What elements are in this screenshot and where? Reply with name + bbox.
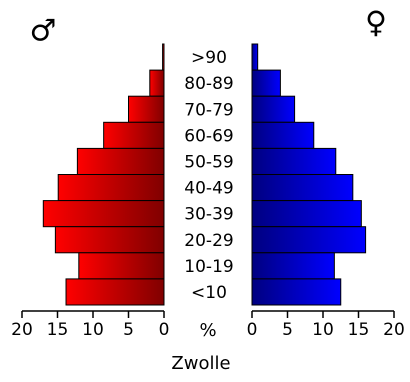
male-bar	[42, 200, 165, 228]
left-axis-tick-label: 10	[82, 320, 104, 340]
male-bar	[78, 252, 165, 280]
male-bar	[65, 278, 165, 306]
left-axis-tick-label: 15	[47, 320, 69, 340]
male-bar	[57, 174, 165, 202]
right-axis-tick-label: 20	[383, 320, 405, 340]
right-axis-tick-label: 15	[348, 320, 370, 340]
male-bar	[76, 147, 165, 175]
left-axis-tick-label: 5	[123, 320, 134, 340]
age-group-label: 30-39	[184, 205, 233, 225]
age-group-label: 70-79	[184, 100, 233, 120]
age-group-label: 20-29	[184, 231, 233, 251]
female-bar	[251, 95, 296, 123]
female-bar	[251, 226, 367, 254]
left-axis-tick-label: 20	[11, 320, 33, 340]
age-group-label: 80-89	[184, 74, 233, 94]
male-bar	[54, 226, 165, 254]
right-axis-tick-label: 0	[247, 320, 258, 340]
female-bar	[251, 200, 362, 228]
female-bar	[251, 252, 335, 280]
male-bar	[149, 69, 165, 97]
right-axis-tick-label: 5	[282, 320, 293, 340]
female-symbol-icon: ♀	[365, 6, 387, 41]
female-bar	[251, 69, 281, 97]
left-axis-tick-label: 0	[159, 320, 170, 340]
female-bar	[251, 278, 342, 306]
chart-title: Zwolle	[171, 353, 230, 374]
age-group-label: 60-69	[184, 126, 233, 146]
age-group-label: 40-49	[184, 179, 233, 199]
unit-label: %	[199, 320, 216, 341]
male-bar	[128, 95, 165, 123]
female-bar	[251, 121, 315, 149]
age-group-label: 10-19	[184, 257, 233, 277]
male-bar	[162, 43, 165, 71]
age-group-label: <10	[191, 283, 227, 303]
male-bar	[103, 121, 165, 149]
female-bar	[251, 174, 354, 202]
female-bar	[251, 147, 337, 175]
right-axis-tick-label: 10	[312, 320, 334, 340]
female-bar	[251, 43, 259, 71]
male-symbol-icon: ♂	[30, 14, 57, 49]
age-group-label: 50-59	[184, 152, 233, 172]
age-group-label: >90	[191, 48, 227, 68]
